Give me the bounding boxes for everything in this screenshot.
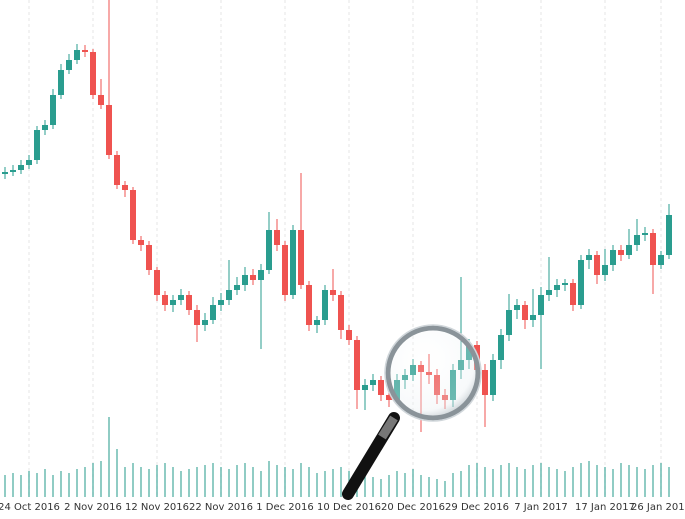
candle-body [258, 270, 264, 280]
candle-body [306, 285, 312, 325]
candle-body [162, 295, 168, 305]
candle-body [354, 340, 360, 390]
candle-body [42, 125, 48, 130]
candle-body [114, 155, 120, 185]
x-tick-label: 17 Jan 2017 [575, 502, 635, 513]
candle-body [338, 295, 344, 330]
x-axis: 24 Oct 2016 2 Nov 2016 12 Nov 2016 22 Nov 2… [0, 502, 685, 513]
candle-body [170, 300, 176, 305]
candle-body [250, 275, 256, 280]
magnifier-neck [378, 415, 398, 440]
candle-body [274, 230, 280, 245]
candle-body [642, 233, 648, 235]
x-tick-label: 10 Dec 2016 [317, 502, 381, 513]
candle-body [346, 330, 352, 340]
candle-body [26, 160, 32, 165]
candle-body [122, 185, 128, 190]
candle-body [546, 290, 552, 295]
candle-body [146, 245, 152, 270]
candle-body [650, 233, 656, 265]
magnifier [342, 324, 482, 500]
candle-body [594, 255, 600, 275]
x-tick-label: 12 Nov 2016 [125, 502, 189, 513]
candle-body [570, 283, 576, 305]
magnifier-rim [384, 324, 482, 422]
candle-body [586, 255, 592, 260]
candle-body [178, 295, 184, 300]
candle-body [538, 295, 544, 315]
volume-bars [4, 417, 670, 497]
candle-body [562, 283, 568, 285]
candle-body [226, 290, 232, 300]
candle-body [490, 360, 496, 395]
candle-body [618, 250, 624, 255]
x-tick-label: 24 Oct 2016 [0, 502, 60, 513]
candle-body [98, 95, 104, 105]
candle-body [322, 290, 328, 320]
x-tick-label: 26 Jan 2017 [631, 502, 685, 513]
candles [2, 0, 672, 432]
candle-body [186, 295, 192, 310]
candle-body [2, 172, 8, 174]
candle-body [658, 255, 664, 265]
candle-body [34, 130, 40, 160]
candle-body [50, 95, 56, 125]
candle-body [90, 52, 96, 95]
candle-body [634, 235, 640, 245]
candle-body [18, 165, 24, 170]
candle-body [74, 50, 80, 60]
candle-body [386, 395, 392, 400]
x-tick-label: 2 Nov 2016 [64, 502, 122, 513]
candle-body [266, 230, 272, 270]
candle-body [362, 385, 368, 390]
candle-body [202, 320, 208, 325]
x-tick-label: 20 Dec 2016 [381, 502, 445, 513]
x-tick-label: 22 Nov 2016 [189, 502, 253, 513]
candle-body [10, 170, 16, 172]
candle-body [242, 275, 248, 285]
candle-body [130, 190, 136, 240]
candle-body [154, 270, 160, 295]
candle-body [138, 240, 144, 245]
candle-body [218, 300, 224, 305]
candle-body [194, 310, 200, 325]
candle-body [506, 310, 512, 335]
candle-body [290, 230, 296, 295]
candle-body [298, 230, 304, 285]
candle-body [82, 50, 88, 52]
candle-body [602, 265, 608, 275]
candle-body [514, 305, 520, 310]
candle-body [666, 215, 672, 255]
candle-body [554, 285, 560, 290]
candle-body [370, 380, 376, 385]
candle-body [610, 250, 616, 265]
grid [28, 0, 662, 497]
candle-body [498, 335, 504, 360]
candle-body [530, 315, 536, 320]
candle-body [626, 245, 632, 255]
x-tick-label: 29 Dec 2016 [445, 502, 509, 513]
candle-body [314, 320, 320, 325]
candle-body [578, 260, 584, 305]
candle-body [522, 305, 528, 320]
candle-body [482, 370, 488, 395]
candle-body [330, 290, 336, 295]
candle-body [210, 305, 216, 320]
candle-body [58, 70, 64, 95]
x-tick-label: 7 Jan 2017 [514, 502, 568, 513]
candle-body [282, 245, 288, 295]
candle-body [66, 60, 72, 70]
candle-body [234, 285, 240, 290]
candle-body [106, 105, 112, 155]
x-tick-label: 1 Dec 2016 [256, 502, 314, 513]
candle-body [378, 380, 384, 395]
magnifier-lens [385, 325, 481, 421]
